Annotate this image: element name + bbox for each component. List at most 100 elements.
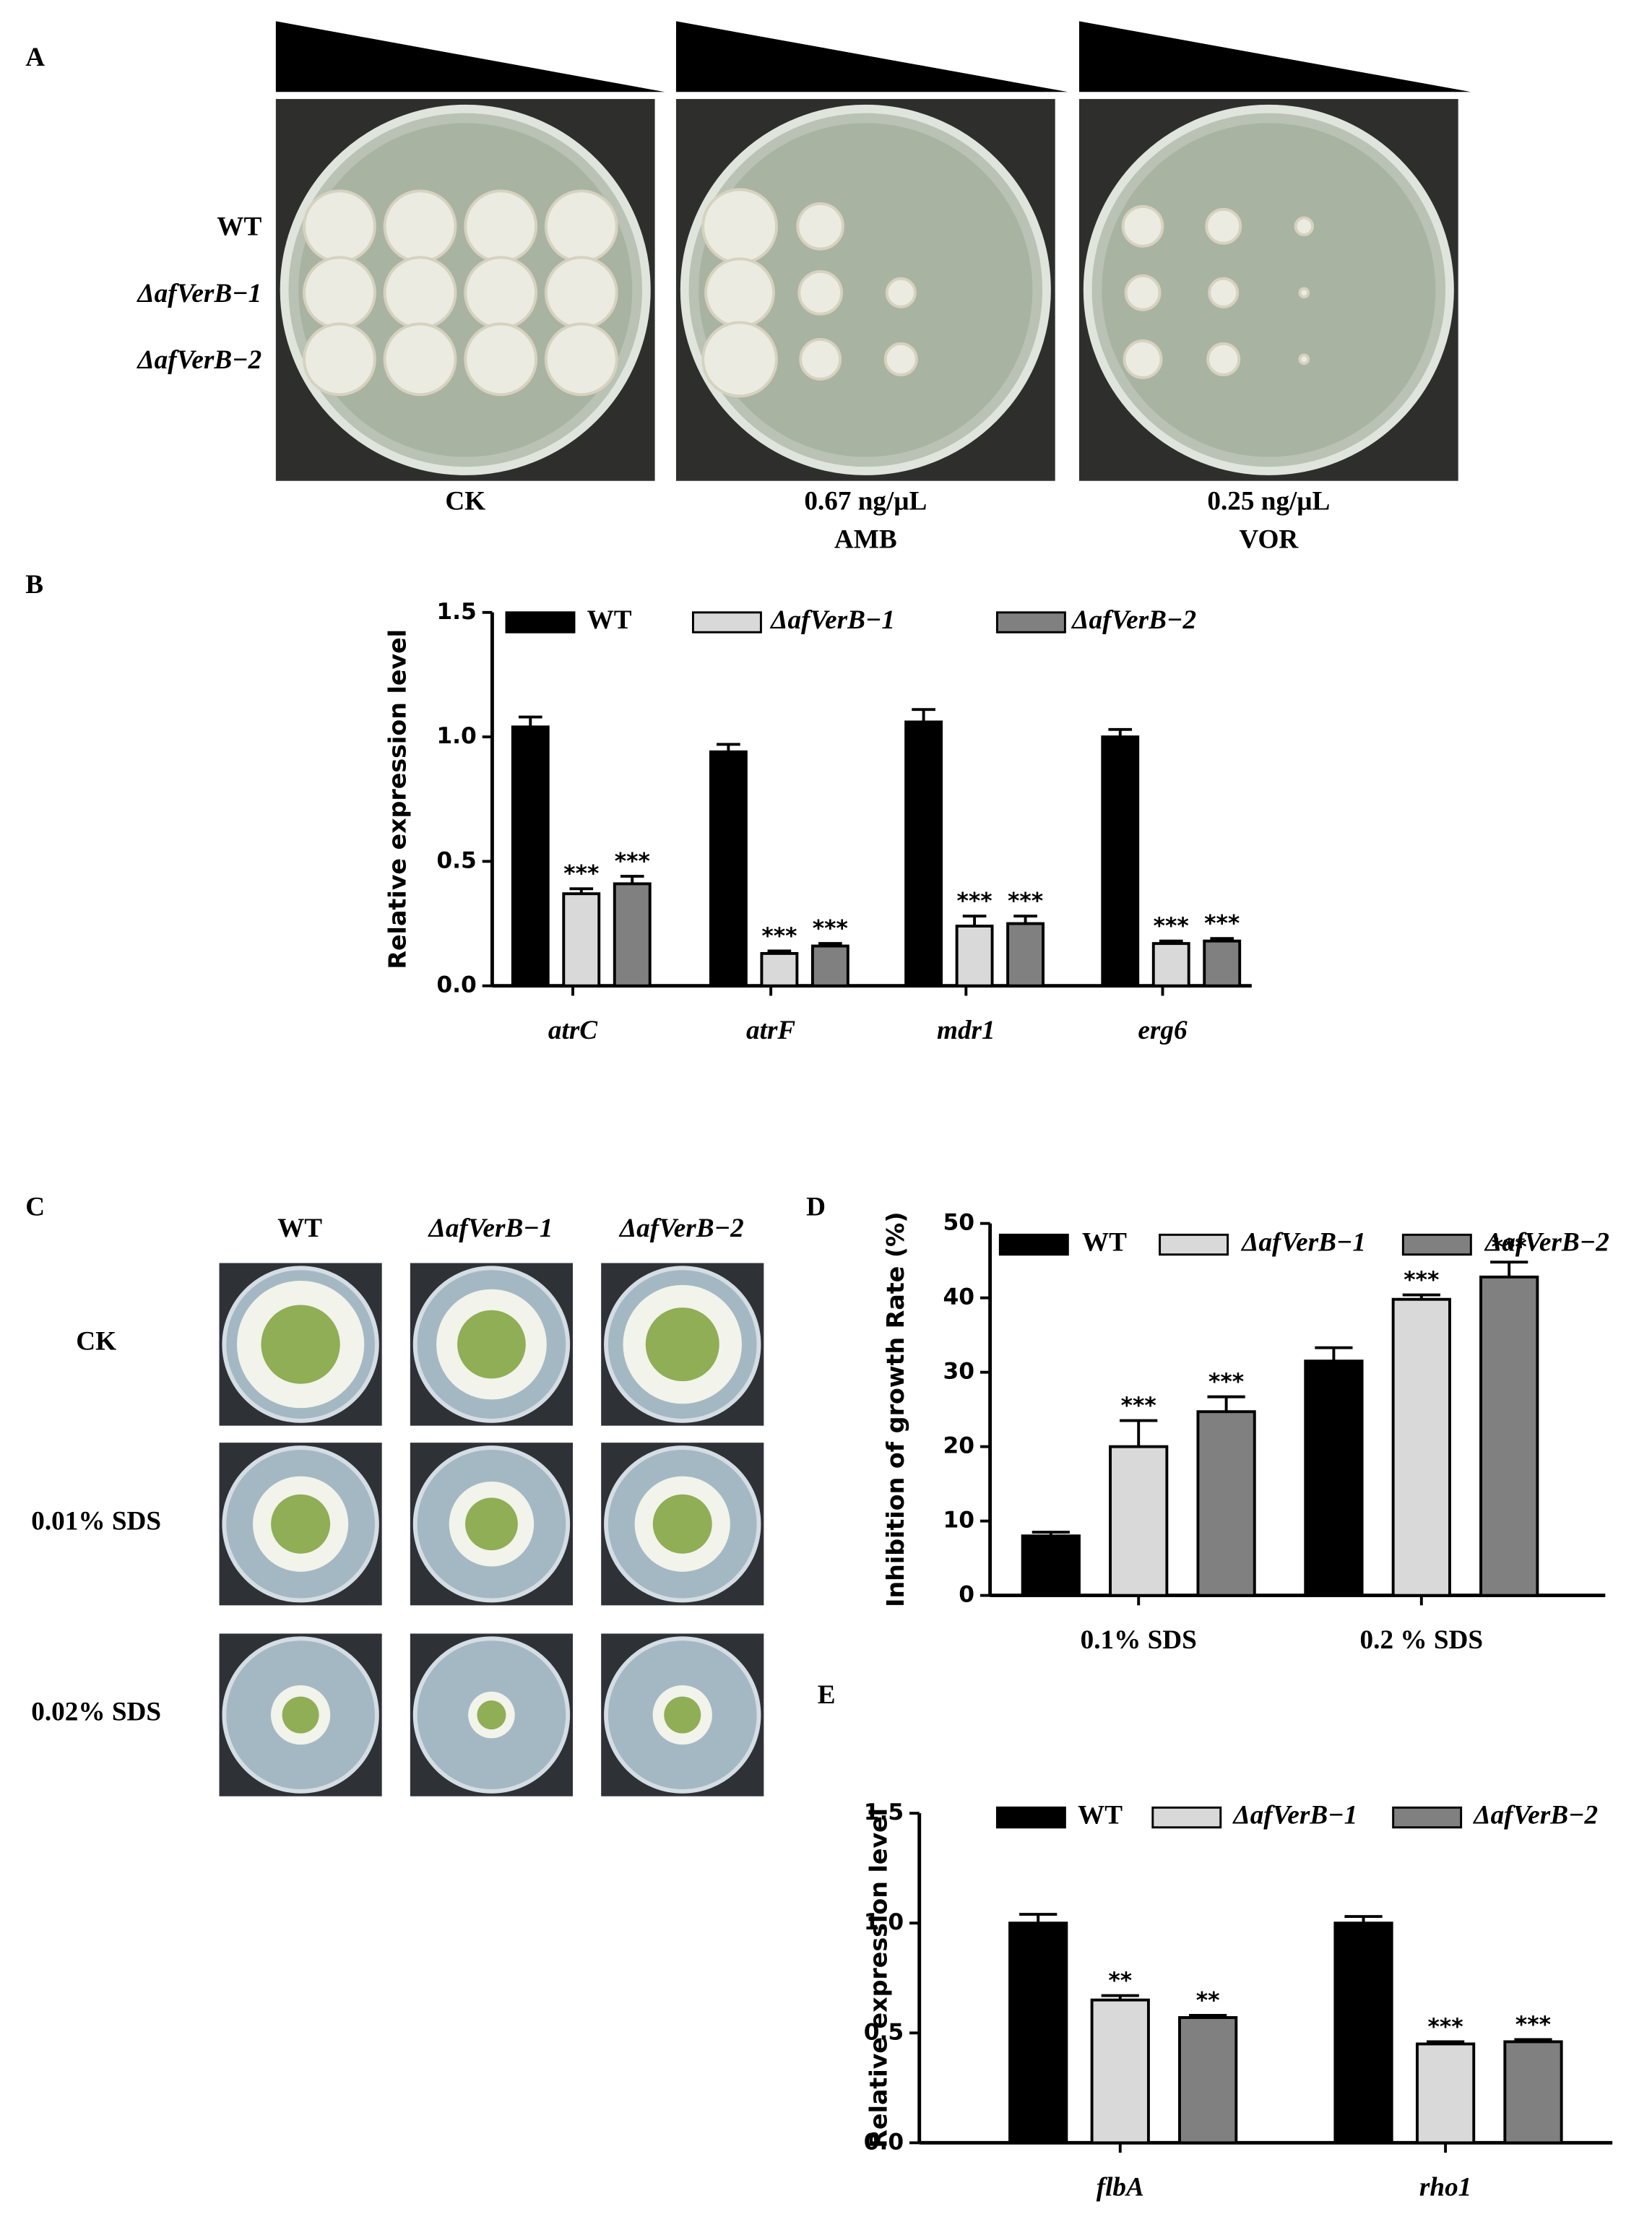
- bar: [1008, 1921, 1068, 2145]
- bar: [955, 925, 994, 987]
- significance: ***: [563, 861, 599, 887]
- row-label: 0.01% SDS: [31, 1506, 161, 1536]
- plate-caption: 0.67 ng/μL: [804, 487, 927, 516]
- x-tick-label: mdr1: [937, 1016, 995, 1045]
- y-tick-label: 0.5: [436, 847, 476, 873]
- y-tick-label: 1.0: [436, 723, 476, 749]
- colony: [1206, 342, 1241, 376]
- colony: [464, 256, 538, 330]
- colony: [1205, 207, 1242, 245]
- legend-label: ΔafVerB−1: [1240, 1228, 1366, 1258]
- significance: ***: [615, 849, 650, 875]
- legend-swatch: [995, 611, 1066, 634]
- y-tick-label: 1.0: [864, 1909, 904, 1935]
- colony: [1298, 353, 1310, 366]
- colony: [303, 189, 376, 264]
- colony: [796, 202, 844, 251]
- column-label: ΔafVerB−1: [428, 1214, 553, 1243]
- bar: [1203, 939, 1242, 987]
- significance: ***: [1008, 889, 1043, 915]
- bar: [511, 725, 550, 987]
- gradient-triangle: [1078, 21, 1471, 92]
- gradient-triangle: [275, 21, 665, 92]
- bar: [904, 720, 943, 987]
- colony: [544, 189, 618, 264]
- y-tick-label: 40: [943, 1284, 975, 1310]
- y-tick-label: 1.5: [436, 599, 476, 625]
- plate-caption: AMB: [834, 524, 897, 554]
- significance: ***: [1204, 911, 1240, 937]
- y-axis-label: Inhibition of growth Rate (%): [881, 1211, 909, 1607]
- significance: ***: [1515, 2012, 1551, 2038]
- colony: [701, 188, 778, 265]
- colony: [1294, 216, 1315, 236]
- y-tick-label: 10: [943, 1508, 975, 1534]
- y-tick-label: 0.0: [864, 2129, 904, 2155]
- legend-swatch: [691, 611, 762, 634]
- colony: [261, 1305, 340, 1384]
- colony: [464, 189, 538, 264]
- bar: [1333, 1921, 1393, 2145]
- bar: [760, 951, 799, 987]
- legend-swatch: [1401, 1233, 1472, 1256]
- colony: [271, 1494, 331, 1554]
- x-tick-label: atrF: [746, 1016, 795, 1045]
- colony: [383, 256, 457, 330]
- colony: [652, 1494, 712, 1554]
- bar: [1006, 922, 1045, 987]
- colony: [1124, 274, 1162, 311]
- plate-caption: 0.25 ng/μL: [1207, 487, 1330, 516]
- plate-caption: CK: [445, 487, 485, 516]
- legend-label: ΔafVerB−2: [1071, 605, 1196, 635]
- colony: [704, 257, 776, 329]
- y-axis-label: Relative expression level: [864, 1808, 892, 2148]
- legend-swatch: [1392, 1806, 1463, 1829]
- column-label: WT: [277, 1214, 322, 1243]
- colony: [885, 277, 917, 308]
- colony: [457, 1310, 526, 1379]
- legend-label: ΔafVerB−2: [1484, 1228, 1609, 1258]
- bar: [1304, 1359, 1364, 1597]
- y-tick-label: 0: [959, 1582, 974, 1608]
- y-tick-label: 50: [943, 1210, 975, 1236]
- bar: [613, 882, 652, 987]
- x-tick-label: rho1: [1419, 2172, 1471, 2202]
- y-tick-label: 0.5: [864, 2019, 904, 2045]
- strain-label: WT: [217, 212, 261, 242]
- significance: ***: [1121, 1393, 1156, 1419]
- legend-label: WT: [587, 605, 632, 635]
- colony: [664, 1696, 701, 1734]
- plate-caption: VOR: [1239, 524, 1299, 554]
- significance: ***: [813, 916, 848, 942]
- significance: ***: [957, 889, 993, 915]
- significance: **: [1108, 1968, 1132, 1994]
- colony: [1298, 287, 1310, 299]
- colony: [465, 1497, 518, 1551]
- panel-letter: B: [25, 570, 43, 600]
- agar: [699, 123, 1033, 457]
- bar: [1109, 1445, 1169, 1597]
- y-tick-label: 0.0: [436, 972, 476, 998]
- colony: [1123, 339, 1163, 379]
- y-tick-label: 1.5: [864, 1799, 904, 1825]
- colony: [282, 1696, 319, 1734]
- agar: [1102, 123, 1436, 457]
- panel-letter: D: [806, 1193, 826, 1222]
- x-tick-label: 0.1% SDS: [1081, 1625, 1197, 1655]
- legend-label: WT: [1078, 1801, 1123, 1830]
- colony: [645, 1307, 719, 1382]
- bar: [1196, 1410, 1256, 1597]
- bar: [1391, 1297, 1451, 1597]
- legend-swatch: [998, 1233, 1069, 1256]
- row-label: CK: [76, 1327, 116, 1357]
- legend-swatch: [1151, 1806, 1222, 1829]
- column-label: ΔafVerB−2: [618, 1214, 744, 1243]
- significance: ***: [1428, 2014, 1463, 2040]
- colony: [303, 322, 376, 397]
- y-tick-label: 30: [943, 1359, 975, 1385]
- colony: [1208, 277, 1240, 308]
- bar: [1021, 1534, 1081, 1597]
- y-tick-label: 20: [943, 1433, 975, 1459]
- bar: [562, 892, 601, 987]
